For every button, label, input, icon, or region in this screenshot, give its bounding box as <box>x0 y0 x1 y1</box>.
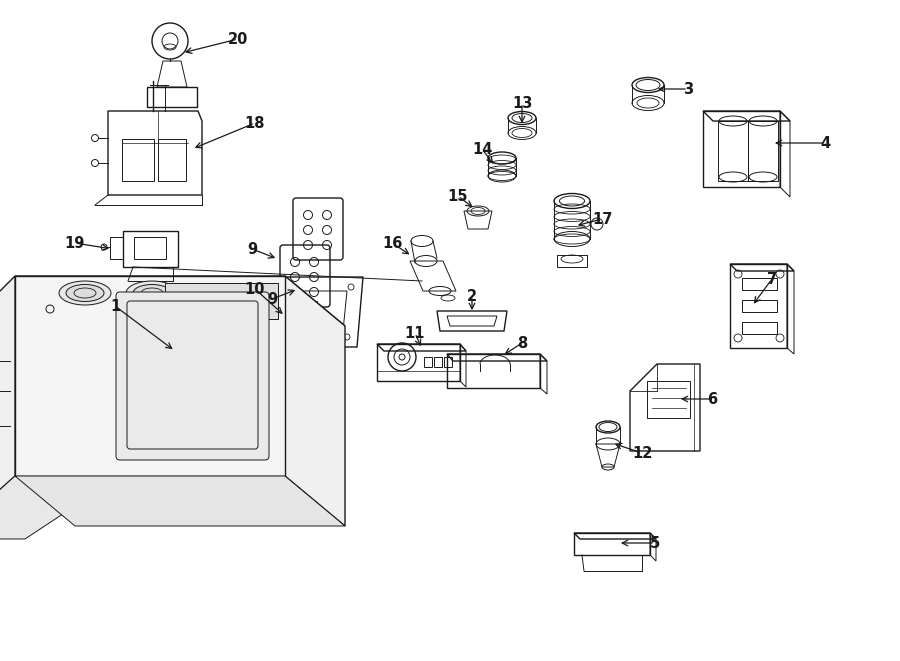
Polygon shape <box>15 476 345 526</box>
Ellipse shape <box>133 284 171 301</box>
Bar <box>742 278 777 290</box>
Text: 4: 4 <box>820 136 830 151</box>
Text: 5: 5 <box>650 535 660 551</box>
Text: 12: 12 <box>632 446 652 461</box>
Text: 1: 1 <box>110 299 120 313</box>
Text: 20: 20 <box>228 32 248 46</box>
Text: 11: 11 <box>405 325 426 340</box>
Text: 10: 10 <box>245 282 266 297</box>
Bar <box>122 139 154 181</box>
Bar <box>158 139 186 181</box>
Bar <box>424 357 432 367</box>
Bar <box>134 237 166 259</box>
Ellipse shape <box>126 281 178 305</box>
Polygon shape <box>15 276 285 476</box>
Text: 14: 14 <box>472 141 492 157</box>
Ellipse shape <box>59 281 111 305</box>
Polygon shape <box>285 276 345 526</box>
Bar <box>123 231 178 267</box>
Text: 16: 16 <box>382 235 402 251</box>
Text: 2: 2 <box>467 288 477 303</box>
Text: 8: 8 <box>517 336 527 350</box>
Bar <box>444 357 452 367</box>
Text: 7: 7 <box>767 272 777 286</box>
Text: 18: 18 <box>245 116 266 130</box>
Polygon shape <box>0 276 15 539</box>
Text: 9: 9 <box>267 292 277 307</box>
Bar <box>434 357 442 367</box>
Text: 19: 19 <box>65 235 86 251</box>
Text: 9: 9 <box>247 241 257 256</box>
Polygon shape <box>15 276 345 326</box>
Text: 15: 15 <box>448 188 468 204</box>
Bar <box>110 237 123 259</box>
Bar <box>297 301 317 317</box>
Ellipse shape <box>66 284 104 301</box>
Bar <box>742 322 777 334</box>
Text: 17: 17 <box>592 212 612 227</box>
Bar <box>557 255 587 267</box>
Polygon shape <box>0 476 75 539</box>
Text: 13: 13 <box>512 95 532 110</box>
Bar <box>742 300 777 312</box>
Polygon shape <box>165 283 278 319</box>
FancyBboxPatch shape <box>116 292 269 460</box>
Text: 6: 6 <box>706 391 717 407</box>
Text: 3: 3 <box>683 81 693 97</box>
